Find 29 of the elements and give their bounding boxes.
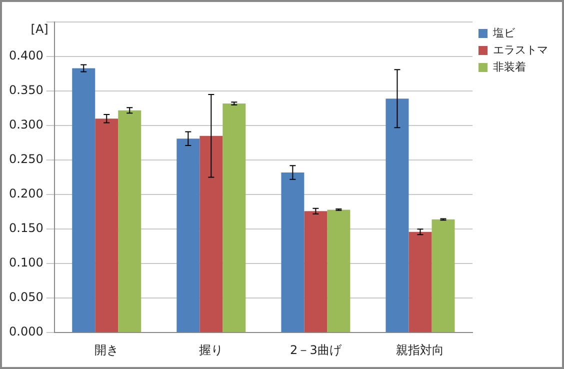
bar — [222, 103, 246, 332]
legend-label: 非装着 — [493, 60, 526, 74]
legend-label: エラストマ — [493, 43, 548, 56]
bar — [72, 68, 96, 332]
y-tick-label: 0.400 — [8, 48, 44, 63]
bar — [304, 211, 328, 332]
x-tick-label: 2－3曲げ — [290, 342, 342, 357]
bar — [200, 136, 223, 332]
bar — [176, 138, 200, 332]
bar — [386, 98, 409, 332]
bar — [118, 110, 142, 332]
bar — [95, 118, 118, 332]
y-tick-label: 0.100 — [8, 256, 44, 270]
y-tick-label: 0.350 — [8, 83, 44, 98]
x-tick-label: 握り — [199, 342, 224, 357]
bar — [432, 219, 455, 332]
bar — [408, 232, 432, 332]
bar — [281, 172, 304, 332]
y-tick-label: 0.150 — [8, 221, 44, 236]
x-tick-label: 親指対向 — [396, 342, 444, 357]
legend-label: 塩ビ — [492, 26, 516, 40]
x-tick-label: 開き — [94, 342, 119, 357]
y-tick-label: 0.300 — [8, 118, 44, 132]
y-axis-title: [A] — [30, 22, 48, 36]
bar — [327, 210, 350, 332]
y-tick-label: 0.200 — [8, 186, 44, 201]
y-tick-label: 0.050 — [8, 290, 44, 304]
y-tick-label: 0.250 — [8, 152, 44, 166]
y-tick-label: 0.000 — [8, 324, 44, 339]
